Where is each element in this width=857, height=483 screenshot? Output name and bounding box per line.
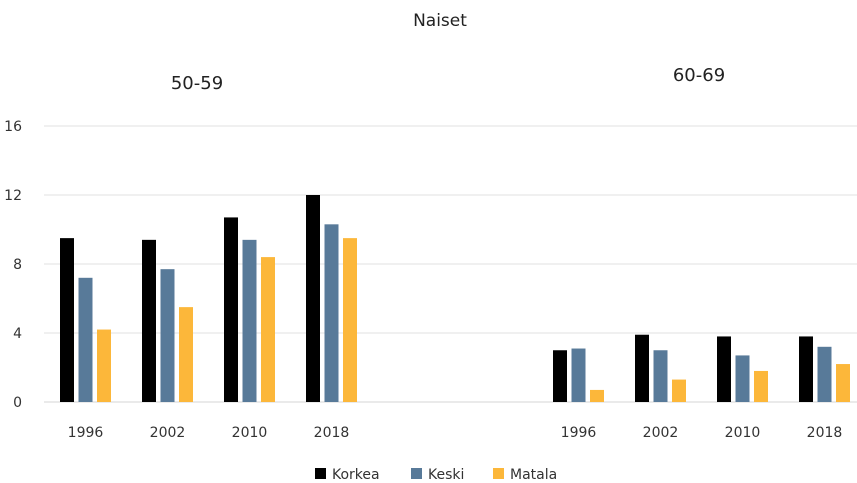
bar-50-59-2018-matala — [343, 238, 357, 402]
bar-60-69-2018-matala — [836, 364, 850, 402]
bar-50-59-2010-korkea — [224, 217, 238, 402]
bar-50-59-2018-keski — [324, 224, 339, 402]
legend: Korkea Keski Matala — [315, 467, 557, 483]
legend-swatch-korkea — [315, 468, 326, 479]
y-tick-label: 12 — [4, 188, 22, 204]
bar-60-69-1996-korkea — [553, 350, 567, 402]
bar-60-69-2010-keski — [735, 355, 750, 402]
bar-50-59-1996-korkea — [60, 238, 74, 402]
bar-50-59-1996-keski — [78, 277, 93, 402]
legend-label-keski: Keski — [428, 467, 464, 483]
legend-swatch-keski — [411, 468, 422, 479]
x-tick-label: 1996 — [561, 425, 597, 441]
group-label-60-69: 60-69 — [673, 65, 725, 86]
x-tick-label: 2018 — [314, 425, 350, 441]
x-tick-label: 1996 — [68, 425, 104, 441]
bar-60-69-2018-keski — [817, 346, 832, 402]
y-tick-label: 16 — [4, 119, 22, 135]
x-tick-label: 2018 — [807, 425, 843, 441]
y-axis-tick-labels: 0 4 8 12 16 — [4, 119, 22, 411]
bar-50-59-2002-keski — [160, 269, 175, 402]
bar-60-69-2010-korkea — [717, 336, 731, 402]
bar-50-59-2010-matala — [261, 257, 275, 402]
y-tick-label: 4 — [13, 326, 22, 342]
bar-50-59-2018-korkea — [306, 195, 320, 402]
bar-50-59-2002-matala — [179, 307, 193, 402]
x-tick-label: 2010 — [725, 425, 761, 441]
legend-label-matala: Matala — [510, 467, 557, 483]
bars — [60, 195, 850, 402]
x-tick-label: 2010 — [232, 425, 268, 441]
x-tick-label: 2002 — [150, 425, 186, 441]
y-tick-label: 8 — [13, 257, 22, 273]
bar-50-59-1996-matala — [97, 329, 111, 402]
bar-50-59-2002-korkea — [142, 239, 156, 402]
x-axis-tick-labels: 1996 2002 2010 2018 1996 2002 2010 2018 — [68, 425, 843, 441]
legend-swatch-matala — [493, 468, 504, 479]
x-tick-label: 2002 — [643, 425, 679, 441]
bar-50-59-2010-keski — [242, 239, 257, 402]
bar-60-69-2018-korkea — [799, 336, 813, 402]
chart-title: Naiset — [413, 11, 467, 31]
bar-60-69-2002-keski — [653, 350, 668, 402]
y-tick-label: 0 — [13, 395, 22, 411]
bar-60-69-1996-keski — [571, 348, 586, 402]
legend-label-korkea: Korkea — [332, 467, 380, 483]
bar-60-69-2002-matala — [672, 379, 686, 402]
bar-60-69-1996-matala — [590, 389, 604, 402]
bar-60-69-2010-matala — [754, 370, 768, 402]
bar-60-69-2002-korkea — [635, 334, 649, 402]
group-label-50-59: 50-59 — [171, 73, 223, 94]
